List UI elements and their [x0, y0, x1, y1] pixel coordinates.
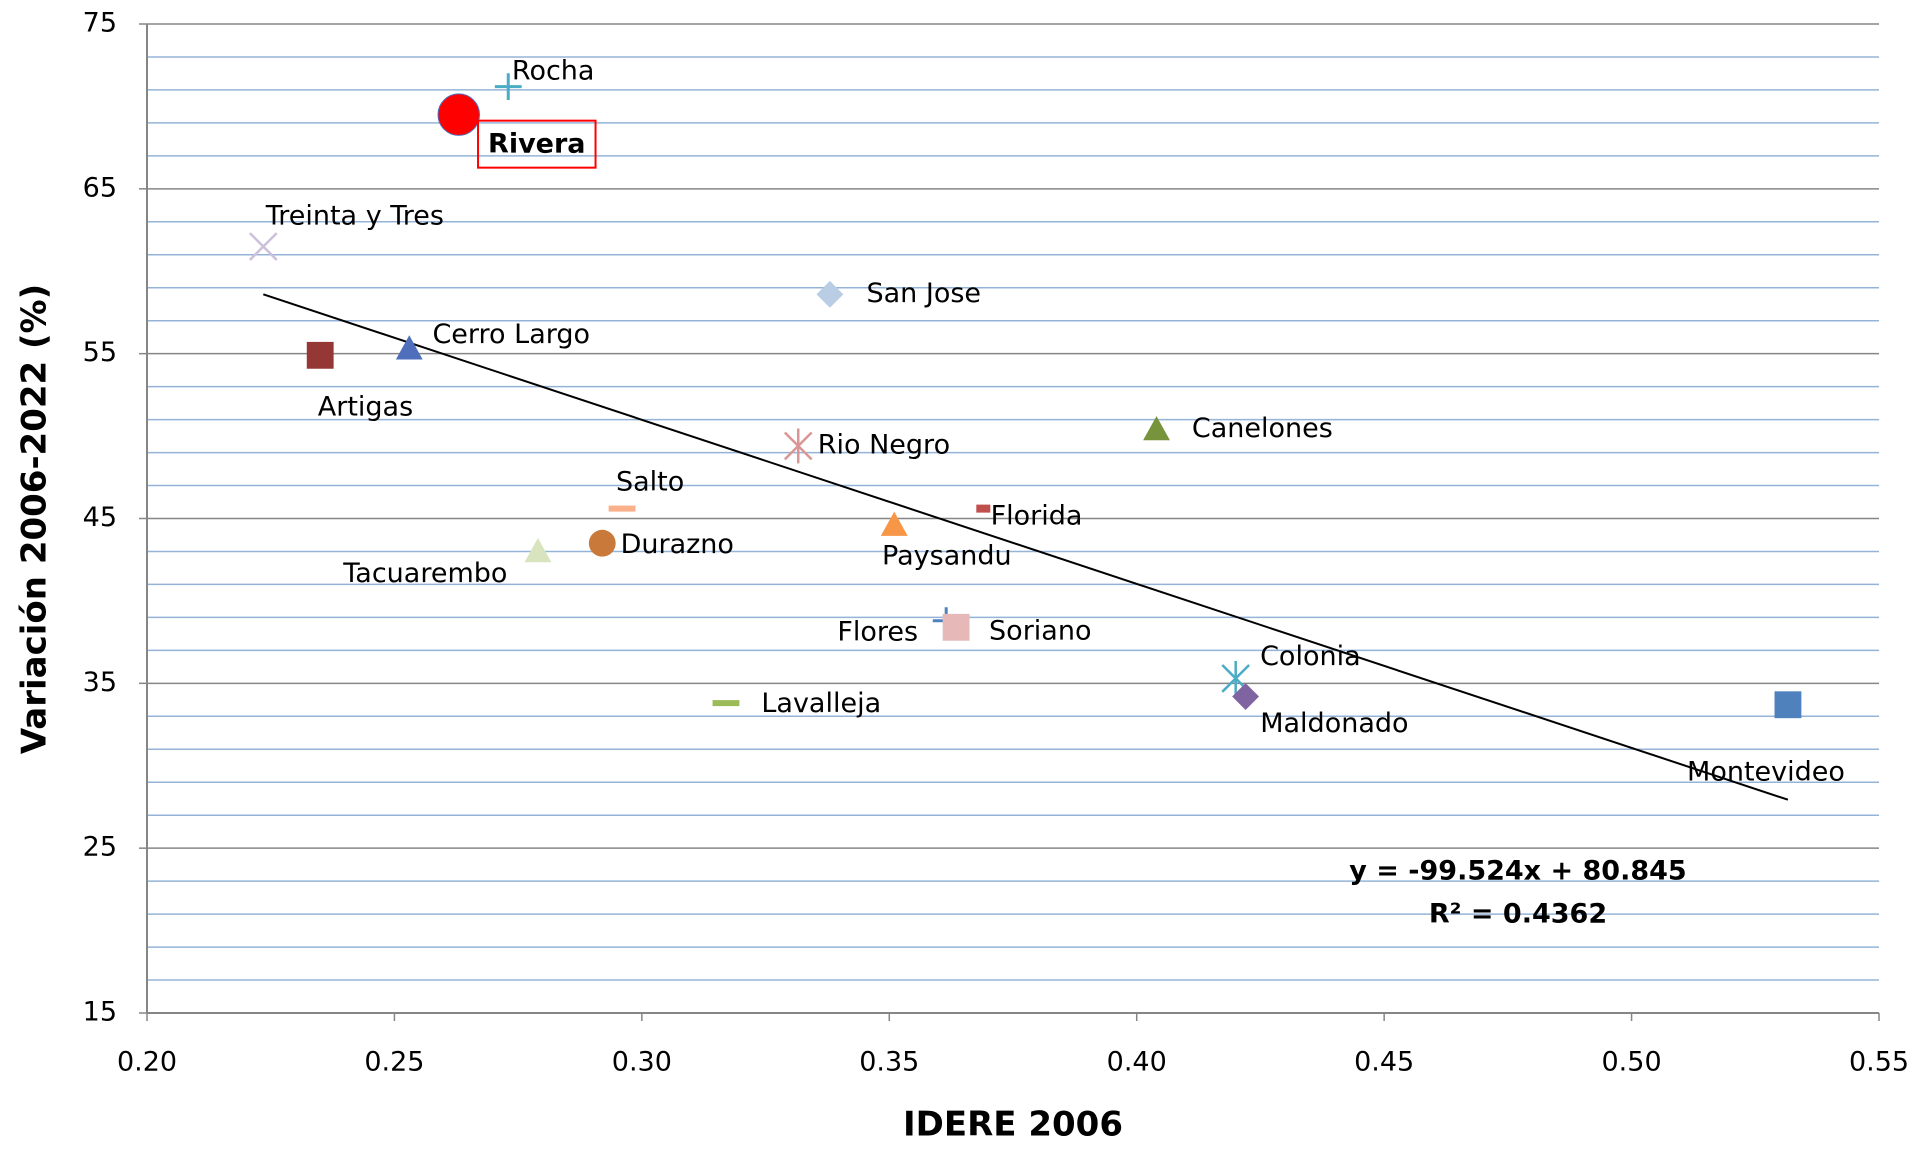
point-label: Cerro Largo	[432, 319, 590, 350]
x-tick-label: 0.40	[1107, 1047, 1167, 1078]
trendline	[262, 293, 1789, 801]
point-label: Durazno	[621, 529, 734, 560]
point	[248, 232, 278, 261]
point-label: San Jose	[867, 278, 982, 309]
y-tick-label: 45	[83, 502, 117, 533]
point	[976, 504, 991, 513]
point-label: Lavalleja	[761, 688, 881, 719]
point	[395, 335, 423, 360]
x-tick-label: 0.30	[612, 1047, 672, 1078]
y-tick-label: 65	[83, 172, 117, 203]
point	[783, 428, 813, 464]
y-axis-title: Variación 2006-2022 (%)	[15, 284, 55, 754]
point	[712, 700, 740, 707]
y-tick-label: 25	[83, 832, 117, 863]
x-tick-label: 0.55	[1849, 1047, 1909, 1078]
x-tick-label: 0.25	[364, 1047, 424, 1078]
point	[1774, 691, 1802, 719]
x-tick-label: 0.20	[117, 1047, 177, 1078]
point	[306, 341, 334, 369]
point-label: Paysandu	[882, 540, 1012, 571]
point-label: Montevideo	[1687, 757, 1845, 788]
point-label: Treinta y Tres	[265, 201, 444, 232]
point	[942, 613, 970, 641]
point-label: Rio Negro	[818, 429, 950, 460]
x-axis-title: IDERE 2006	[903, 1105, 1123, 1145]
y-tick-label: 35	[83, 667, 117, 698]
point	[437, 93, 481, 136]
point-label: Rivera	[488, 129, 586, 160]
point-label: Soriano	[989, 616, 1091, 647]
y-tick-label: 75	[83, 8, 117, 39]
point	[1232, 683, 1260, 710]
point	[494, 73, 522, 101]
point-label: Florida	[991, 501, 1083, 532]
point	[608, 505, 636, 512]
point	[524, 538, 552, 563]
point-label: Salto	[616, 466, 684, 497]
point	[816, 280, 844, 308]
point	[1143, 416, 1170, 441]
point-label: Flores	[837, 616, 918, 647]
x-tick-label: 0.50	[1602, 1047, 1662, 1078]
point-label: Artigas	[318, 391, 413, 422]
y-tick-label: 55	[83, 337, 117, 368]
point-label: Rocha	[512, 55, 595, 86]
trendline-r2: R² = 0.4362	[1429, 899, 1607, 930]
y-tick-label: 15	[83, 997, 117, 1028]
point	[880, 511, 908, 536]
trendline-equation: y = -99.524x + 80.845	[1349, 856, 1686, 887]
point-label: Tacuarembo	[342, 558, 507, 589]
label-box	[477, 119, 597, 169]
point	[588, 529, 616, 557]
x-tick-label: 0.45	[1354, 1047, 1414, 1078]
point-label: Canelones	[1192, 413, 1333, 444]
point-label: Maldonado	[1260, 708, 1408, 739]
point-label: Colonia	[1260, 641, 1361, 672]
x-tick-label: 0.35	[859, 1047, 919, 1078]
